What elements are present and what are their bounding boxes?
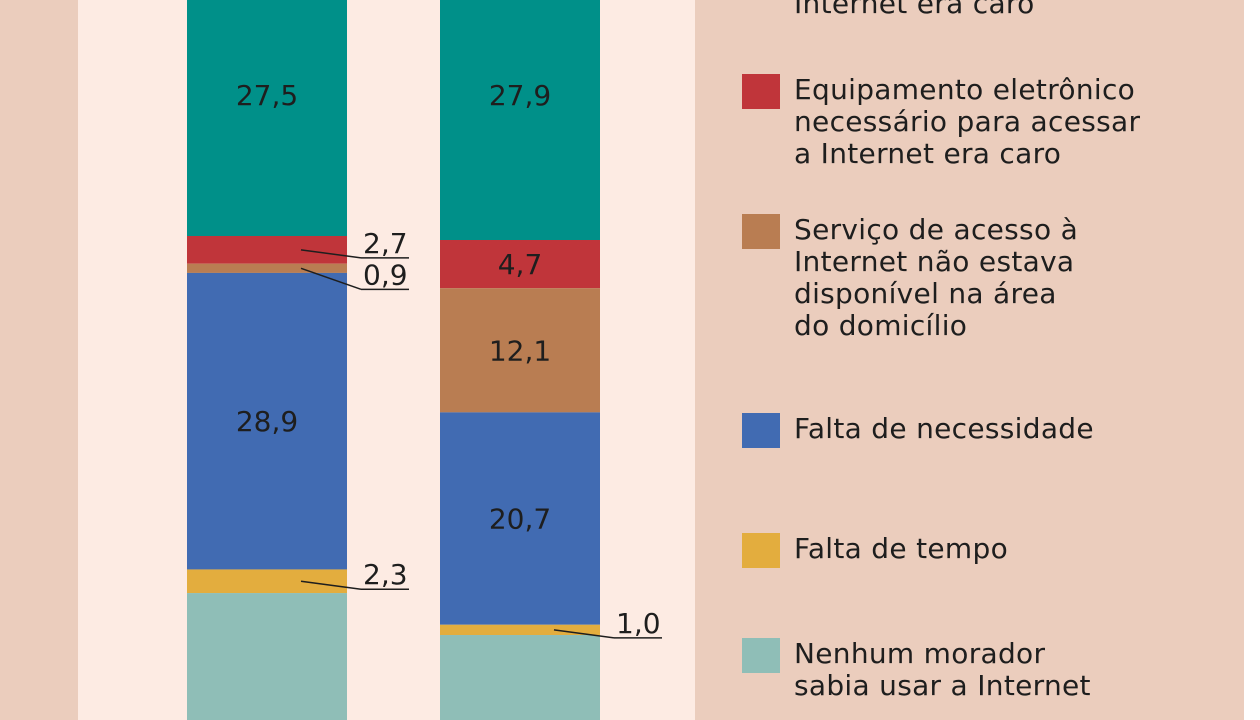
bar-1-leader-unavailable	[300, 267, 362, 291]
bar-1-label-cost-internet: 27,5	[236, 79, 298, 112]
legend: Internet era caro Equipamento eletrônico…	[742, 0, 1222, 720]
legend-swatch-unavailable	[742, 214, 780, 249]
legend-item-cost-equipment: Equipamento eletrônico necessário para a…	[742, 74, 1140, 170]
bar-1-segment-no-skill	[187, 593, 347, 720]
bar-2-segment-cost-equipment	[440, 240, 600, 289]
legend-label-unavailable: Serviço de acesso à Internet não estava …	[794, 213, 1079, 342]
bar-2-label-no-time: 1,0	[616, 607, 661, 640]
bar-2-label-unavailable: 12,1	[489, 334, 551, 367]
bar-1-segment-unavailable	[187, 263, 347, 273]
bar-2-segment-cost-internet	[440, 0, 600, 240]
bar-1-segment-no-need	[187, 272, 347, 570]
legend-item-cost-internet: Internet era caro	[742, 0, 1035, 23]
legend-label-cost-equipment: Equipamento eletrônico necessário para a…	[794, 73, 1141, 170]
bar-2-label-cost-equipment: 4,7	[498, 248, 543, 281]
bar-1-label-no-time: 2,3	[363, 558, 408, 591]
bar-1-segment-cost-equipment	[187, 236, 347, 264]
bar-2-label-no-need: 20,7	[489, 503, 551, 536]
legend-label-cost-internet: Internet era caro	[794, 0, 1035, 20]
bar-1-segment-cost-internet	[187, 0, 347, 236]
bar-1-label-cost-equipment: 2,7	[363, 227, 408, 260]
bar-2-segment-no-need	[440, 412, 600, 625]
bar-1-leader-cost-equipment	[300, 249, 362, 259]
bar-2-label-cost-internet: 27,9	[489, 79, 551, 112]
bar-1-leader-no-time	[300, 580, 362, 590]
bar-1-segment-no-time	[187, 569, 347, 594]
legend-label-no-skill: Nenhum morador sabia usar a Internet	[794, 637, 1091, 702]
bar-1-label-no-need: 28,9	[236, 405, 298, 438]
legend-swatch-no-time	[742, 533, 780, 568]
legend-label-no-time: Falta de tempo	[794, 532, 1008, 565]
legend-swatch-cost-equipment	[742, 74, 780, 109]
legend-item-no-time: Falta de tempo	[742, 533, 1008, 568]
legend-label-no-need: Falta de necessidade	[794, 412, 1094, 445]
legend-swatch-no-skill	[742, 638, 780, 673]
legend-swatch-no-need	[742, 413, 780, 448]
legend-item-no-skill: Nenhum morador sabia usar a Internet	[742, 638, 1091, 702]
bar-2-segment-no-skill	[440, 635, 600, 720]
bar-2-leader-no-time	[553, 629, 615, 639]
bar-2-segment-no-time	[440, 624, 600, 636]
bar-1-label-unavailable: 0,9	[363, 258, 408, 291]
legend-item-unavailable: Serviço de acesso à Internet não estava …	[742, 214, 1078, 342]
bar-2-segment-unavailable	[440, 288, 600, 413]
legend-item-no-need: Falta de necessidade	[742, 413, 1094, 448]
